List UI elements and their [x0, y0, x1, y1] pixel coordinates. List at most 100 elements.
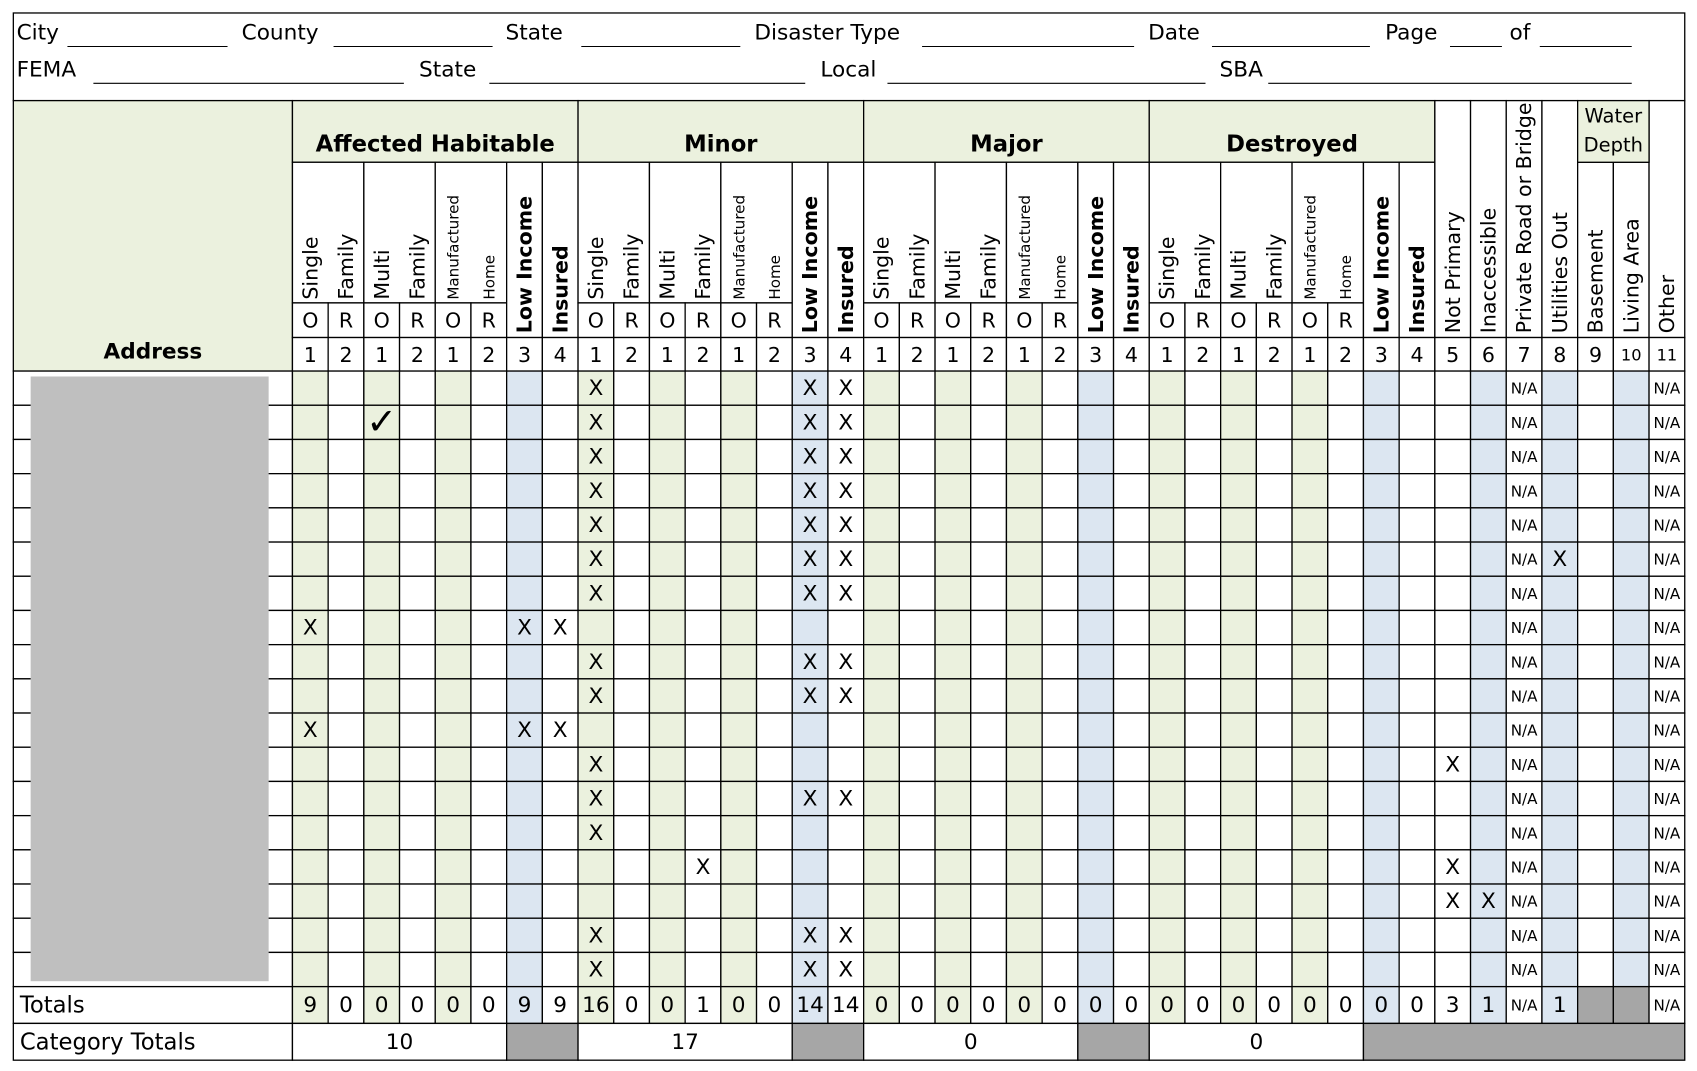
entry-cell [1291, 712, 1329, 748]
entry-cell [970, 404, 1008, 441]
entry-cell [613, 370, 651, 406]
entry-cell [1005, 404, 1043, 441]
entry-cell [1112, 951, 1150, 988]
entry-cell [1362, 507, 1400, 543]
column-number-cell [862, 336, 900, 372]
entry-cell [1469, 849, 1507, 885]
column-number: 2 [768, 343, 781, 367]
entry-cell [791, 678, 829, 714]
entry-cell [1327, 609, 1365, 646]
entry-cell [1041, 678, 1079, 714]
entry-cell [398, 951, 436, 988]
x-entry: X [588, 547, 603, 572]
column-number: 9 [1589, 343, 1602, 367]
entry-cell [827, 678, 865, 714]
entry-cell [934, 643, 972, 680]
entry-cell [613, 609, 651, 646]
entry-cell [1469, 951, 1507, 988]
column-number-cell [791, 336, 829, 372]
entry-cell [1434, 917, 1472, 954]
entry-cell [1469, 746, 1507, 783]
entry-cell [1505, 849, 1543, 885]
column-number-cell [1505, 336, 1543, 372]
entry-cell [1148, 951, 1186, 988]
column-number: 2 [1268, 343, 1281, 367]
entry-cell [1576, 746, 1614, 783]
entry-cell [1576, 678, 1614, 714]
owner-code: O [302, 308, 318, 332]
entry-cell [1505, 643, 1543, 680]
x-entry: X [553, 718, 568, 743]
entry-cell [648, 541, 686, 577]
x-entry: X [803, 787, 818, 812]
column-number: 1 [589, 343, 602, 367]
column-number-cell [327, 336, 365, 372]
entry-cell [1327, 951, 1365, 988]
entry-cell [827, 438, 865, 475]
entry-cell [1398, 473, 1436, 509]
entry-cell [970, 712, 1008, 748]
category-total-cell [291, 1022, 508, 1061]
entry-cell [434, 883, 472, 919]
owner-code: O [588, 308, 604, 332]
subheader-text: Family [620, 234, 644, 300]
entry-cell [1362, 609, 1400, 646]
entry-cell [1219, 404, 1257, 441]
entry-cell [791, 712, 829, 748]
entry-cell [470, 507, 508, 543]
entry-cell [898, 438, 936, 475]
x-entry: X [838, 479, 853, 504]
x-entry: X [588, 410, 603, 435]
entry-cell [505, 541, 543, 577]
entry-cell [755, 780, 793, 817]
entry-cell [970, 883, 1008, 919]
x-entry: X [803, 958, 818, 983]
entry-cell [541, 575, 579, 612]
entry-cell [1148, 438, 1186, 475]
entry-cell [434, 438, 472, 475]
entry-cell [1291, 678, 1329, 714]
entry-cell [1648, 951, 1686, 988]
entry-cell [970, 780, 1008, 817]
entry-cell [363, 883, 401, 919]
category-total: 17 [671, 1030, 699, 1055]
entry-cell [755, 917, 793, 954]
entry-cell [1041, 473, 1079, 509]
entry-cell [327, 473, 365, 509]
entry-cell [934, 370, 972, 406]
entry-cell [398, 404, 436, 441]
field-label: FEMA [17, 57, 77, 82]
entry-cell [1505, 507, 1543, 543]
owner-code: O [1016, 308, 1032, 332]
total-value: 0 [1125, 993, 1139, 1018]
entry-cell [1398, 780, 1436, 817]
entry-cell [898, 814, 936, 851]
entry-cell [1469, 917, 1507, 954]
entry-cell [434, 541, 472, 577]
entry-cell [1648, 678, 1686, 714]
entry-cell [755, 643, 793, 680]
x-entry: X [803, 650, 818, 675]
entry-cell [1291, 814, 1329, 851]
entry-cell [505, 473, 543, 509]
owner-code: O [1159, 308, 1175, 332]
entry-cell [1184, 951, 1222, 988]
entry-cell [398, 643, 436, 680]
entry-cell [1541, 404, 1579, 441]
entry-cell [1291, 575, 1329, 612]
entry-cell [648, 404, 686, 441]
entry-cell [470, 917, 508, 954]
entry-cell [1612, 643, 1650, 680]
entry-cell [1612, 575, 1650, 612]
entry-cell [505, 370, 543, 406]
entry-cell [684, 541, 722, 577]
entry-cell [720, 780, 758, 817]
column-number-cell [577, 336, 615, 372]
subheader-cell [1398, 161, 1436, 339]
entry-cell [1469, 643, 1507, 680]
entry-cell [827, 849, 865, 885]
column-number-cell [1576, 336, 1614, 372]
form-header [12, 12, 1686, 102]
entry-cell [827, 814, 865, 851]
